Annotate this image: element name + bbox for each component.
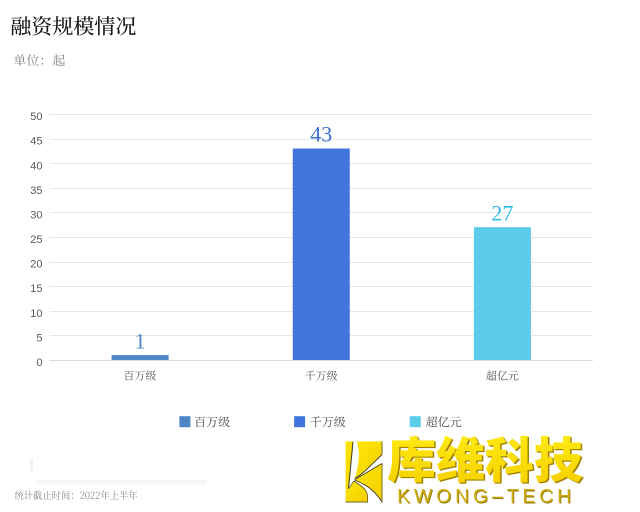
svg-text:25: 25: [30, 234, 42, 246]
svg-text:27: 27: [491, 200, 513, 225]
svg-text:0: 0: [36, 357, 42, 369]
svg-text:10: 10: [30, 308, 42, 320]
svg-text:30: 30: [30, 209, 42, 221]
svg-text:KWONG–TECH: KWONG–TECH: [398, 486, 572, 508]
svg-text:1: 1: [135, 328, 146, 353]
svg-text:40: 40: [30, 160, 42, 172]
svg-text:KWONG–TECH: KWONG–TECH: [397, 486, 571, 508]
svg-text:50: 50: [30, 111, 42, 123]
svg-text:5: 5: [36, 332, 42, 344]
svg-text:45: 45: [30, 136, 42, 148]
svg-text:15: 15: [30, 283, 42, 295]
svg-text:35: 35: [30, 185, 42, 197]
svg-text:43: 43: [310, 122, 332, 147]
svg-text:20: 20: [30, 259, 42, 271]
